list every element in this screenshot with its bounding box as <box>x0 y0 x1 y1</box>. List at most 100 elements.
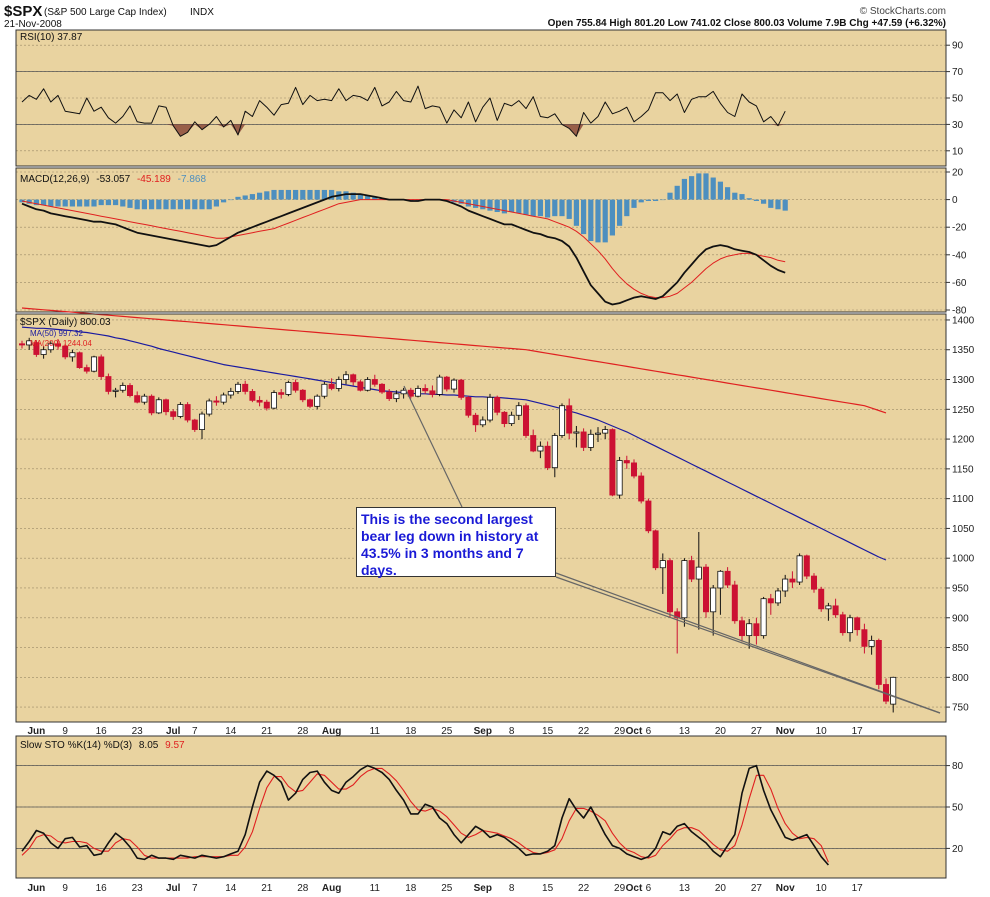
price-y-tick-label: 1000 <box>952 554 975 565</box>
rsi-frame <box>15 29 947 167</box>
x-tick-label: 7 <box>192 883 198 894</box>
rsi-y-tick-label: 30 <box>952 120 964 131</box>
x-tick-label: Nov <box>776 726 795 737</box>
candle-body <box>530 435 537 452</box>
candle-body <box>472 414 479 426</box>
macd-frame <box>15 167 947 313</box>
macd-histogram-bar <box>753 199 759 201</box>
macd-histogram-bar <box>343 191 349 200</box>
candle-body <box>465 396 472 416</box>
candle-body <box>767 598 774 604</box>
price-y-tick-label: 1100 <box>952 494 974 505</box>
price-y-tick-label: 950 <box>952 583 969 594</box>
candle-body <box>609 429 616 496</box>
macd-histogram-bar <box>257 192 263 200</box>
stoch-y-tick-label: 80 <box>952 761 964 772</box>
macd-histogram-bar <box>545 199 551 218</box>
macd-histogram-bar <box>26 199 32 204</box>
macd-histogram-bar <box>156 199 162 210</box>
candle-body <box>595 432 602 435</box>
rsi-chart: 10 30 50 70 90 <box>15 29 964 167</box>
x-tick-label: 22 <box>578 726 590 737</box>
macd-histogram-bar <box>638 199 644 203</box>
macd-histogram-bar <box>739 194 745 200</box>
macd-histogram-bar <box>674 185 680 200</box>
macd-histogram-bar <box>595 199 601 243</box>
candle-body <box>141 395 148 403</box>
candle-body <box>724 570 731 586</box>
stoch-legend-k: 8.05 <box>139 740 159 751</box>
candle-body <box>162 399 169 413</box>
candle-body <box>177 404 184 417</box>
candle-body <box>832 605 839 616</box>
price-y-tick-label: 750 <box>952 703 969 714</box>
macd-histogram-bar <box>617 199 623 226</box>
candle-body <box>486 396 493 421</box>
candle-body <box>839 614 846 634</box>
x-tick-label: 18 <box>405 726 417 737</box>
candle-body <box>148 395 155 414</box>
x-tick-label: 8 <box>509 726 515 737</box>
macd-histogram-bar <box>357 194 363 200</box>
macd-histogram-bar <box>48 199 54 207</box>
candle-body <box>292 382 299 391</box>
macd-histogram-bar <box>559 199 565 217</box>
x-tick-label: Jul <box>166 726 181 737</box>
macd-histogram-bar <box>33 199 39 206</box>
candle-body <box>134 395 141 403</box>
stoch-d-line <box>21 767 829 863</box>
candle-body <box>364 379 371 391</box>
candle-body <box>429 390 436 395</box>
candle-body <box>285 382 292 395</box>
candle-body <box>198 413 205 430</box>
macd-histogram-bar <box>264 191 270 200</box>
annotation-line: 43.5% in 3 months and 7 <box>361 545 524 561</box>
macd-legend: MACD(12,26,9) -53.057 -45.189 -7.868 <box>20 174 206 185</box>
price-y-tick-label: 1050 <box>952 524 975 535</box>
candle-body <box>688 560 695 580</box>
macd-histogram-bar <box>717 181 723 200</box>
macd-histogram-bar <box>710 177 716 200</box>
candle-body <box>717 570 724 589</box>
x-tick-label: Jul <box>166 883 181 894</box>
callout-pointer-bottom-1 <box>555 572 941 714</box>
x-tick-label: 10 <box>816 726 828 737</box>
candle-body <box>234 383 241 392</box>
candle-body <box>213 400 220 403</box>
price-y-tick-label: 1400 <box>952 315 975 326</box>
candle-body <box>26 340 33 346</box>
macd-histogram-bar <box>581 199 587 235</box>
macd-histogram-bar <box>321 189 327 200</box>
candle-body <box>62 345 69 358</box>
chart-index-name: (S&P 500 Large Cap Index) <box>44 7 167 18</box>
macd-line <box>21 193 786 306</box>
x-tick-label: 16 <box>96 726 108 737</box>
x-tick-label: 17 <box>852 883 864 894</box>
macd-histogram-bar <box>69 199 75 207</box>
macd-y-tick-label: -80 <box>952 306 967 317</box>
candle-body <box>501 411 508 424</box>
candle-body <box>191 419 198 430</box>
candle-body <box>206 400 213 415</box>
x-tick-label: 23 <box>132 726 144 737</box>
macd-histogram-bar <box>213 199 219 207</box>
candle-body <box>407 389 414 397</box>
annotation-line: days. <box>361 562 397 578</box>
macd-y-tick-label: -40 <box>952 250 967 261</box>
candle-body <box>645 500 652 532</box>
candle-body <box>559 405 566 436</box>
macd-histogram-bar <box>77 199 83 207</box>
candle-body <box>436 376 443 395</box>
x-tick-label: 20 <box>715 883 727 894</box>
candle-body <box>479 419 486 426</box>
macd-histogram-bar <box>624 199 630 217</box>
macd-histogram-bar <box>530 199 536 217</box>
macd-histogram-bar <box>746 198 752 200</box>
chart-symbol: $SPX <box>4 3 42 20</box>
candle-body <box>789 578 796 583</box>
macd-histogram-bar <box>307 189 313 200</box>
candle-body <box>868 640 875 647</box>
candle-body <box>587 433 594 448</box>
candle-body <box>515 405 522 416</box>
